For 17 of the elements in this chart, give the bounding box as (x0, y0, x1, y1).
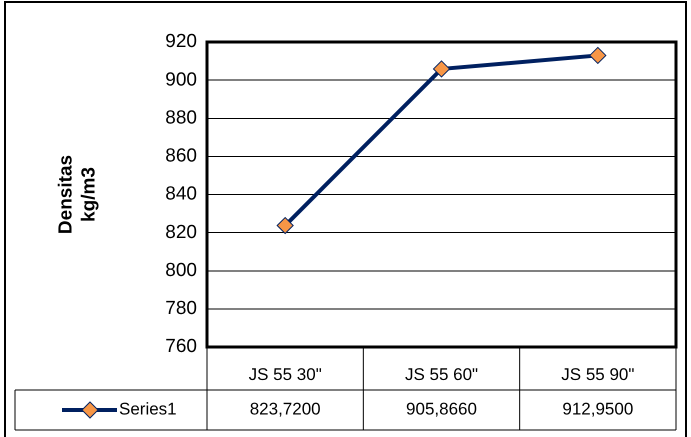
data-label: 823,7200 (250, 400, 321, 419)
x-tick-label: JS 55 90" (561, 364, 634, 384)
x-tick-label: JS 55 30" (248, 364, 322, 384)
y-tick-label: 900 (165, 69, 197, 90)
y-tick-label: 920 (165, 31, 197, 52)
y-axis-title: Densitas kg/m3 (56, 154, 100, 234)
y-tick-label: 880 (165, 107, 197, 128)
data-label: 905,8660 (406, 400, 477, 419)
y-tick-label: 780 (165, 298, 197, 320)
y-tick-label: 760 (165, 336, 197, 358)
data-label: 912,9500 (562, 400, 634, 419)
legend-label: Series1 (119, 400, 177, 419)
x-tick-label: JS 55 60" (404, 364, 478, 384)
y-tick-label: 860 (165, 146, 197, 167)
y-tick-label: 820 (165, 222, 197, 243)
y-tick-label: 840 (165, 184, 197, 205)
y-tick-label: 800 (165, 260, 197, 281)
